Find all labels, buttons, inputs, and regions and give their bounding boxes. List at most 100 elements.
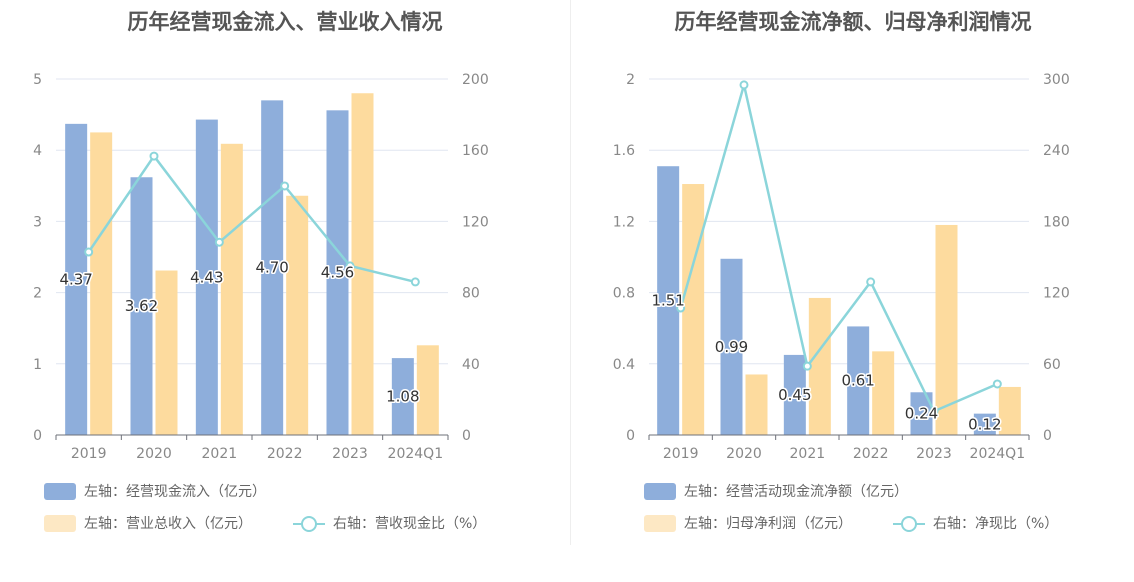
x-tick-label: 2022 — [267, 446, 303, 462]
y-left-tick-label: 2 — [33, 286, 42, 302]
line-point — [345, 261, 355, 271]
y-left-tick-label: 5 — [33, 72, 42, 88]
bar-series-2 — [286, 195, 309, 435]
line-point — [739, 80, 749, 90]
y-right-tick-label: 40 — [462, 357, 480, 373]
legend-item[interactable]: 左轴：归母净利润（亿元） — [644, 513, 852, 533]
legend-item[interactable]: 左轴：营业总收入（亿元） — [44, 513, 252, 533]
legend-line-swatch — [893, 515, 925, 532]
chart-panel-right: 历年经营现金流净额、归母净利润情况 0 0.4 0.8 1.2 1.6 2 0 60 120 18… — [572, 0, 1134, 582]
bar-series-1 — [130, 177, 153, 436]
chart-title: 历年经营现金流净额、归母净利润情况 — [674, 10, 1032, 34]
bar-series-2 — [808, 297, 831, 435]
x-tick-label: 2021 — [202, 446, 238, 462]
y-right-tick-label: 160 — [462, 143, 489, 159]
data-label: 0.24 — [905, 405, 938, 423]
data-label: 4.56 — [321, 264, 354, 282]
bar-series-2 — [351, 93, 374, 436]
line-point — [929, 406, 939, 416]
bar-series-2 — [220, 143, 243, 436]
y-left-tick-label: 4 — [33, 143, 42, 159]
bar-series-2 — [872, 351, 895, 435]
data-label: 4.37 — [59, 270, 92, 288]
y-right-tick-label: 0 — [1043, 428, 1052, 444]
bar-series-1 — [910, 392, 933, 435]
data-label: 0.61 — [841, 372, 874, 390]
x-tick-label: 2020 — [726, 446, 762, 462]
line-series — [87, 153, 416, 284]
y-left-tick-label: 0 — [33, 428, 42, 444]
legend-swatch — [644, 514, 676, 532]
bar-series-2 — [90, 132, 113, 435]
bar-series-1 — [657, 166, 680, 435]
x-tick-label: 2023 — [916, 446, 952, 462]
y-right-tick-label: 240 — [1043, 143, 1070, 159]
x-tick-label: 2022 — [853, 446, 889, 462]
chart-plot-area: 0 1 2 3 4 5 0 40 80 120 160 200 2019 2020 2021 2022 2023… — [33, 72, 489, 462]
y-right-tick-label: 60 — [1043, 357, 1061, 373]
y-left-tick-label: 3 — [33, 214, 42, 230]
data-label: 4.70 — [255, 259, 288, 277]
legend-label: 右轴：净现比（%） — [933, 516, 1059, 532]
y-left-tick-label: 2 — [626, 72, 635, 88]
legend-swatch — [644, 482, 676, 500]
x-tick-label: 2021 — [790, 446, 826, 462]
x-tick-label: 2024Q1 — [970, 446, 1026, 462]
bar-series-1 — [326, 110, 349, 435]
bar-series-1 — [720, 258, 743, 435]
y-right-tick-label: 180 — [1043, 214, 1070, 230]
y-right-tick-label: 0 — [462, 428, 471, 444]
bar-series-2 — [416, 345, 439, 435]
y-left-tick-label: 0 — [626, 428, 635, 444]
legend-label: 左轴：经营活动现金流净额（亿元） — [684, 484, 908, 500]
bar-series-1 — [973, 413, 996, 435]
bar-series-1 — [783, 354, 806, 435]
data-label: 0.99 — [715, 338, 748, 356]
line-point — [866, 277, 876, 287]
data-label: 0.12 — [968, 415, 1001, 433]
bar-series-2 — [682, 184, 705, 435]
bar-series-2 — [155, 270, 178, 435]
line-point — [992, 379, 1002, 389]
data-label: 3.62 — [125, 297, 158, 315]
x-tick-label: 2023 — [332, 446, 368, 462]
data-label: 1.51 — [651, 292, 684, 310]
legend-label: 左轴：营业总收入（亿元） — [84, 516, 252, 532]
legend-line-swatch — [293, 515, 325, 532]
y-left-tick-label: 1.6 — [613, 143, 635, 159]
chart-title: 历年经营现金流入、营业收入情况 — [127, 10, 443, 34]
bar-series-2 — [745, 374, 768, 435]
chart-plot-area: 0 0.4 0.8 1.2 1.6 2 0 60 120 180 240 300 2019 2020 202… — [613, 72, 1070, 462]
data-label: 4.43 — [190, 268, 223, 286]
line-series — [679, 84, 998, 413]
legend-label: 左轴：归母净利润（亿元） — [684, 516, 852, 532]
line-point — [802, 361, 812, 371]
legend-item[interactable]: 左轴：经营活动现金流净额（亿元） — [644, 481, 908, 501]
line-point — [410, 277, 420, 287]
legend-label: 左轴：经营现金流入（亿元） — [84, 484, 266, 500]
data-label: 0.45 — [778, 386, 811, 404]
chart-panel-left: 历年经营现金流入、营业收入情况 0 1 2 3 4 5 0 40 80 120 160 200 2019… — [33, 10, 489, 533]
line-point — [676, 303, 686, 313]
legend-swatch — [44, 514, 76, 532]
panel-divider — [570, 0, 571, 545]
line-point — [280, 181, 290, 191]
legend-label: 右轴：营收现金比（%） — [333, 516, 487, 532]
bar-series-2 — [998, 386, 1021, 435]
legend-item[interactable]: 左轴：经营现金流入（亿元） — [44, 481, 266, 501]
bar-series-2 — [935, 224, 958, 435]
x-tick-label: 2020 — [136, 446, 172, 462]
bar-series-1 — [65, 123, 88, 435]
legend-item[interactable]: 右轴：营收现金比（%） — [293, 513, 486, 533]
line-point — [149, 151, 159, 161]
data-label: 1.08 — [386, 388, 419, 406]
bar-series-1 — [391, 358, 414, 435]
y-right-tick-label: 120 — [462, 214, 489, 230]
bar-series-1 — [847, 326, 870, 435]
x-tick-label: 2024Q1 — [388, 446, 444, 462]
x-tick-label: 2019 — [663, 446, 699, 462]
y-left-tick-label: 1 — [33, 357, 42, 373]
y-left-tick-label: 0.4 — [613, 357, 635, 373]
bar-series-1 — [195, 119, 218, 436]
legend-item[interactable]: 右轴：净现比（%） — [893, 513, 1058, 533]
